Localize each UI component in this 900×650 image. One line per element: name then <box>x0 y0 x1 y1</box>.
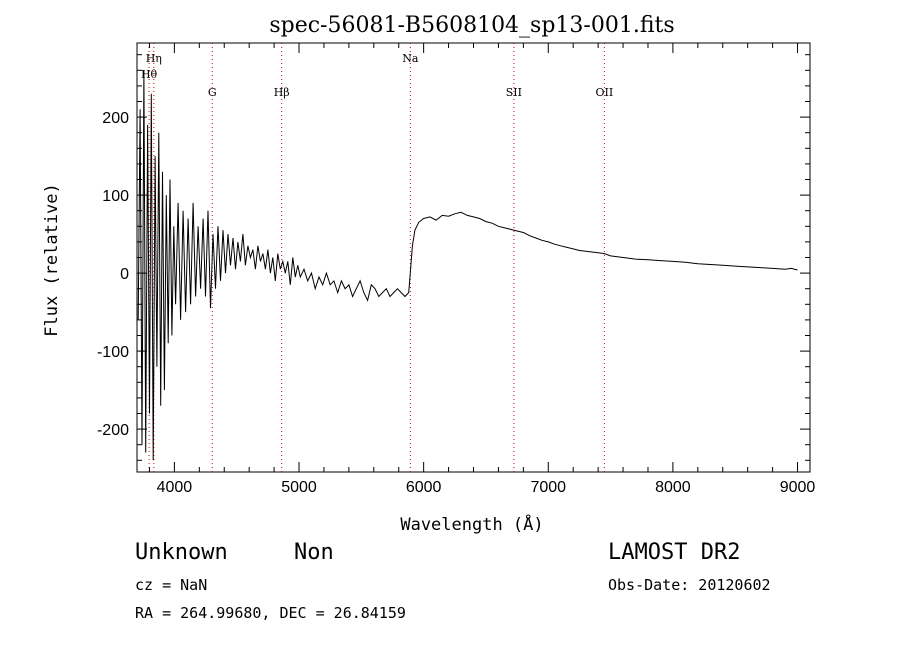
x-tick-label-0: 4000 <box>157 479 193 496</box>
obs-date-readout: Obs-Date: 20120602 <box>608 576 771 594</box>
line-label-2: G <box>208 86 217 99</box>
line-label-0: Hη <box>146 52 162 65</box>
x-axis-label: Wavelength (Å) <box>400 513 543 535</box>
y-tick-label-1: -100 <box>97 344 129 361</box>
x-tick-label-3: 7000 <box>530 479 566 496</box>
series-line-0 <box>137 70 798 461</box>
emission-line-markers: Hη Hθ G Hβ Na SII OII <box>141 43 613 472</box>
x-tick-label-5: 9000 <box>780 479 816 496</box>
radec-readout: RA = 264.99680, DEC = 26.84159 <box>135 604 406 622</box>
plot-frame <box>136 42 811 473</box>
subclass-label: Non <box>294 540 334 565</box>
classification-label: Unknown <box>135 540 228 565</box>
y-tick-label-4: 200 <box>102 110 129 127</box>
x-tick-label-2: 6000 <box>406 479 442 496</box>
survey-label: LAMOST DR2 <box>608 540 741 565</box>
line-label-6: OII <box>596 86 614 99</box>
line-label-3: Hβ <box>274 86 290 99</box>
line-label-4: Na <box>402 52 419 65</box>
y-tick-label-3: 100 <box>102 188 129 205</box>
y-axis-label: Flux (relative) <box>42 183 62 337</box>
y-tick-label-2: 0 <box>120 266 129 283</box>
x-tick-label-4: 8000 <box>655 479 691 496</box>
line-label-1: Hθ <box>141 68 158 81</box>
plot-border <box>136 42 811 473</box>
spectrum-series <box>137 70 798 461</box>
axis-ticks: 4000 5000 6000 7000 8000 9000 -200 -100 0 100 200 <box>97 43 815 496</box>
y-tick-label-0: -200 <box>97 422 129 439</box>
redshift-readout: cz = NaN <box>135 576 208 594</box>
chart-title: spec-56081-B5608104_sp13-001.fits <box>269 13 674 38</box>
line-label-5: SII <box>506 86 522 99</box>
x-tick-label-1: 5000 <box>281 479 317 496</box>
